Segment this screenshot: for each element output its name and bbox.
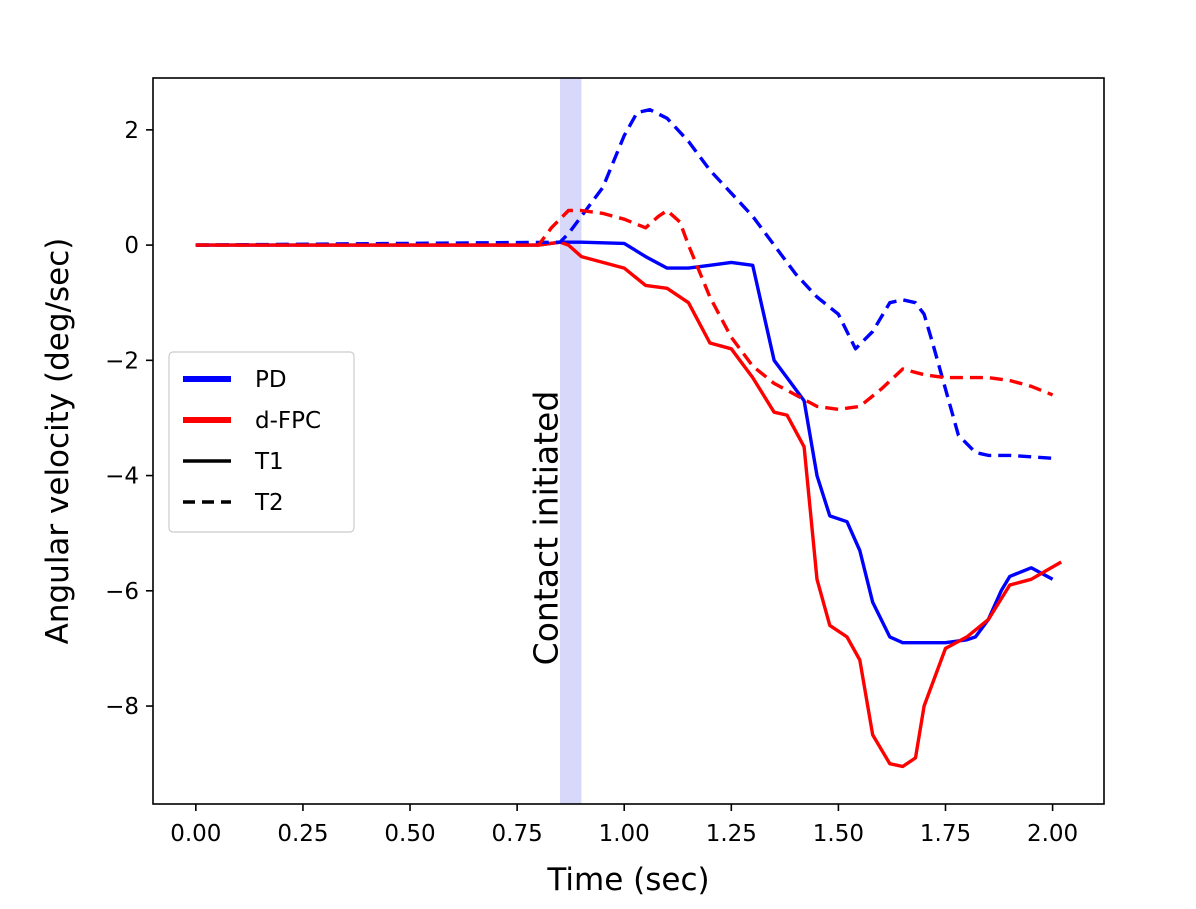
x-tick-label: 2.00 [1027,821,1078,847]
y-tick-label: −6 [105,579,139,605]
legend: PD d-FPC T1 T2 [168,351,355,533]
y-tick-label: −8 [105,694,139,720]
contact-initiated-label: Contact initiated [527,391,566,666]
legend-label: T2 [254,490,284,516]
y-tick-label: 2 [124,118,139,144]
x-tick-label: 1.50 [813,821,864,847]
x-tick-label: 0.75 [492,821,543,847]
x-tick-label: 1.75 [920,821,971,847]
series-layer [195,107,1063,769]
plot-frame [152,77,1105,805]
series-line-d-fpc-t1 [195,240,1063,769]
series-line-pd-t2 [195,107,1053,460]
x-tick-label: 1.00 [599,821,650,847]
x-tick-label: 0.00 [170,821,221,847]
series-line-d-fpc-t2 [195,208,1054,411]
series-line-pd-t1 [195,240,1054,645]
y-axis-ticks: 2 0 −2 −4 −6 −8 [105,118,153,720]
y-axis-label: Angular velocity (deg/sec) [40,238,76,645]
x-axis-ticks: 0.00 0.25 0.50 0.75 1.00 1.25 1.50 1.75 2.00 [170,804,1078,847]
legend-label: PD [255,367,287,393]
y-tick-label: −4 [105,464,139,490]
y-tick-label: −2 [105,348,139,374]
annotation-layer [559,78,582,804]
legend-box [168,351,355,533]
contact-initiated-band [559,78,582,804]
legend-label: T1 [254,449,284,475]
legend-label: d-FPC [255,408,321,434]
y-tick-label: 0 [124,233,139,259]
x-axis-label: Time (sec) [546,862,709,898]
x-tick-label: 0.50 [384,821,435,847]
x-tick-label: 0.25 [277,821,328,847]
x-tick-label: 1.25 [706,821,757,847]
